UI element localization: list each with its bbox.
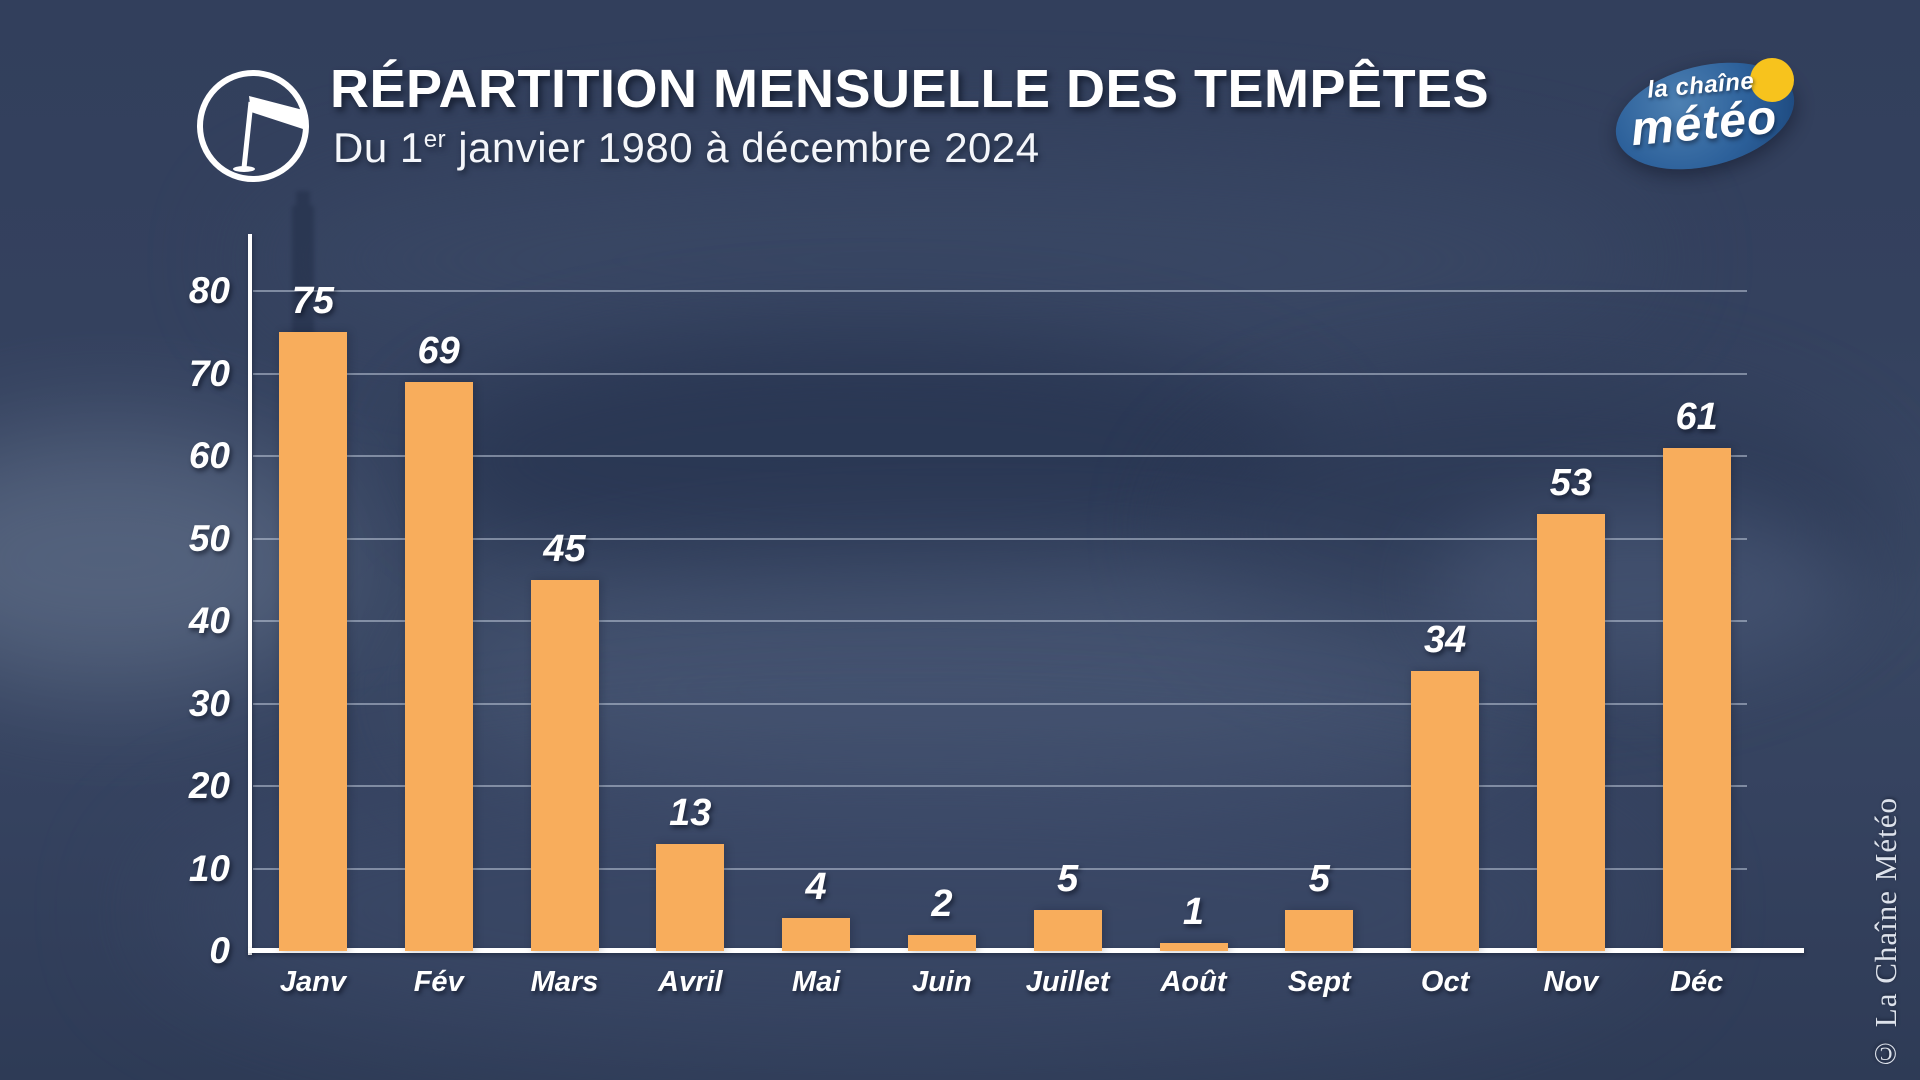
- page-title: RÉPARTITION MENSUELLE DES TEMPÊTES: [330, 59, 1490, 119]
- bar-value-label: 34: [1423, 618, 1467, 661]
- x-tick-label: Avril: [658, 966, 723, 998]
- subtitle-prefix: Du 1: [333, 124, 424, 171]
- bar-Nov: [1536, 513, 1605, 951]
- bar-Janv: [278, 332, 347, 951]
- x-tick-label: Janv: [279, 966, 346, 998]
- bar-value-label: 45: [543, 527, 586, 570]
- gridline: [253, 702, 1747, 705]
- x-tick-label: Fév: [413, 966, 464, 998]
- x-tick-label: Mars: [530, 966, 599, 998]
- x-tick-label: Juillet: [1025, 966, 1110, 998]
- subtitle-rest: janvier 1980 à décembre 2024: [446, 124, 1040, 171]
- gridline: [253, 867, 1747, 870]
- bar-value-label: 5: [1057, 857, 1079, 900]
- sun-icon: [1750, 58, 1794, 102]
- gridline: [253, 455, 1747, 457]
- y-tick-label: 60: [188, 435, 230, 476]
- page-subtitle: Du 1er janvier 1980 à décembre 2024: [333, 124, 1040, 172]
- bar-Oct: [1411, 670, 1480, 951]
- bar-Mai: [782, 918, 851, 951]
- bar-value-label: 69: [417, 329, 460, 372]
- gridline: [253, 372, 1747, 375]
- bar-Sept: [1285, 909, 1354, 951]
- bar-value-label: 53: [1549, 461, 1593, 504]
- bar-Fév: [404, 381, 473, 951]
- bar-value-label: 13: [669, 791, 712, 834]
- bar-Août: [1159, 942, 1228, 951]
- logo-text: la chaîne météo: [1605, 66, 1801, 156]
- x-tick-label: Août: [1160, 966, 1227, 998]
- x-axis-line: [248, 948, 1804, 953]
- bar-value-label: 5: [1308, 857, 1330, 900]
- y-tick-label: 80: [188, 270, 230, 311]
- bar-value-label: 75: [291, 280, 335, 323]
- bar-Juin: [907, 934, 976, 951]
- x-tick-label: Sept: [1287, 966, 1351, 998]
- y-tick-label: 0: [209, 930, 230, 971]
- background-wave: [1180, 380, 1880, 680]
- gridline: [253, 537, 1747, 540]
- bar-value-label: 2: [931, 882, 953, 925]
- bar-Juillet: [1033, 909, 1102, 951]
- bar-value-label: 1: [1182, 890, 1205, 933]
- y-tick-label: 30: [188, 682, 230, 724]
- subtitle-superscript: er: [423, 126, 447, 153]
- x-tick-label: Oct: [1420, 966, 1470, 998]
- bar-Avril: [656, 843, 725, 951]
- y-tick-label: 70: [188, 352, 230, 394]
- windsock-icon: [193, 66, 313, 191]
- gridline: [253, 620, 1747, 622]
- bar-value-label: 4: [805, 866, 827, 908]
- copyright-watermark: © La Chaîne Météo: [1868, 797, 1903, 1072]
- gridline: [253, 785, 1747, 787]
- x-tick-label: Juin: [912, 966, 972, 998]
- y-tick-label: 50: [188, 517, 230, 559]
- x-tick-label: Mai: [791, 966, 841, 998]
- x-tick-label: Nov: [1543, 966, 1599, 998]
- la-chaine-meteo-logo: la chaîne météo: [1598, 44, 1808, 187]
- y-axis-line: [248, 234, 252, 955]
- y-tick-label: 40: [188, 600, 230, 641]
- y-tick-label: 20: [188, 765, 230, 806]
- gridline: [253, 290, 1747, 292]
- bar-Déc: [1662, 447, 1731, 951]
- x-tick-label: Déc: [1670, 966, 1724, 998]
- y-tick-label: 10: [188, 847, 230, 889]
- bar-Mars: [530, 579, 599, 951]
- bar-value-label: 61: [1675, 395, 1718, 438]
